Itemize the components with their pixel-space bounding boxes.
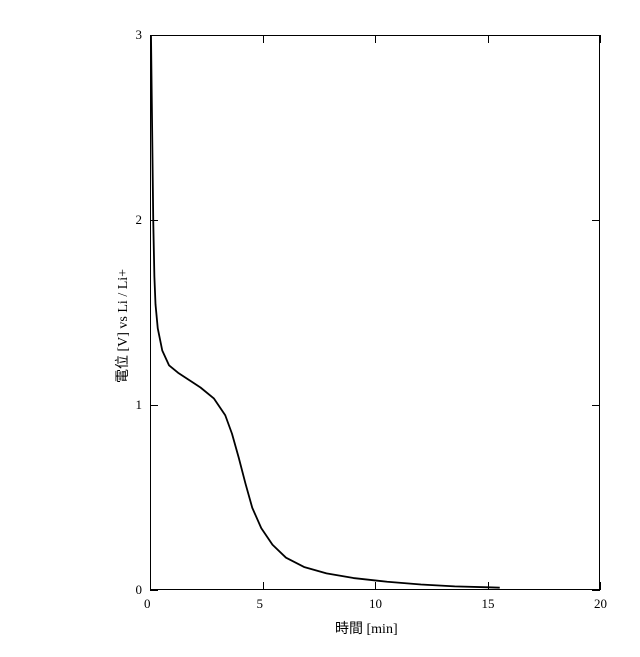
xtick-mark	[263, 582, 264, 590]
ytick-label: 0	[136, 582, 143, 598]
xtick-label: 20	[594, 596, 607, 612]
potential-curve	[151, 36, 500, 588]
ytick-mark	[150, 220, 158, 221]
ytick-mark	[592, 35, 600, 36]
xtick-mark	[600, 35, 601, 43]
ytick-mark	[150, 590, 158, 591]
curve-svg	[151, 36, 601, 591]
ytick-mark	[592, 590, 600, 591]
y-axis-label: 電位 [V] vs Li / Li+	[112, 268, 132, 382]
xtick-mark	[150, 582, 151, 590]
xtick-mark	[488, 35, 489, 43]
ytick-mark	[592, 405, 600, 406]
ytick-label: 3	[136, 27, 143, 43]
xtick-mark	[488, 582, 489, 590]
ytick-mark	[150, 405, 158, 406]
xtick-mark	[600, 582, 601, 590]
xtick-label: 15	[482, 596, 495, 612]
xtick-label: 5	[257, 596, 264, 612]
ytick-label: 2	[136, 212, 143, 228]
xtick-mark	[150, 35, 151, 43]
xtick-label: 0	[144, 596, 151, 612]
xtick-mark	[375, 582, 376, 590]
ytick-mark	[150, 35, 158, 36]
xtick-mark	[375, 35, 376, 43]
xtick-label: 10	[369, 596, 382, 612]
x-axis-label: 時間 [min]	[335, 618, 398, 638]
chart-stage: 0 5 10 15 20 0 1 2 3 時間 [min] 電位 [V] vs …	[0, 0, 640, 657]
plot-area	[150, 35, 600, 590]
ytick-mark	[592, 220, 600, 221]
xtick-mark	[263, 35, 264, 43]
ytick-label: 1	[136, 397, 143, 413]
